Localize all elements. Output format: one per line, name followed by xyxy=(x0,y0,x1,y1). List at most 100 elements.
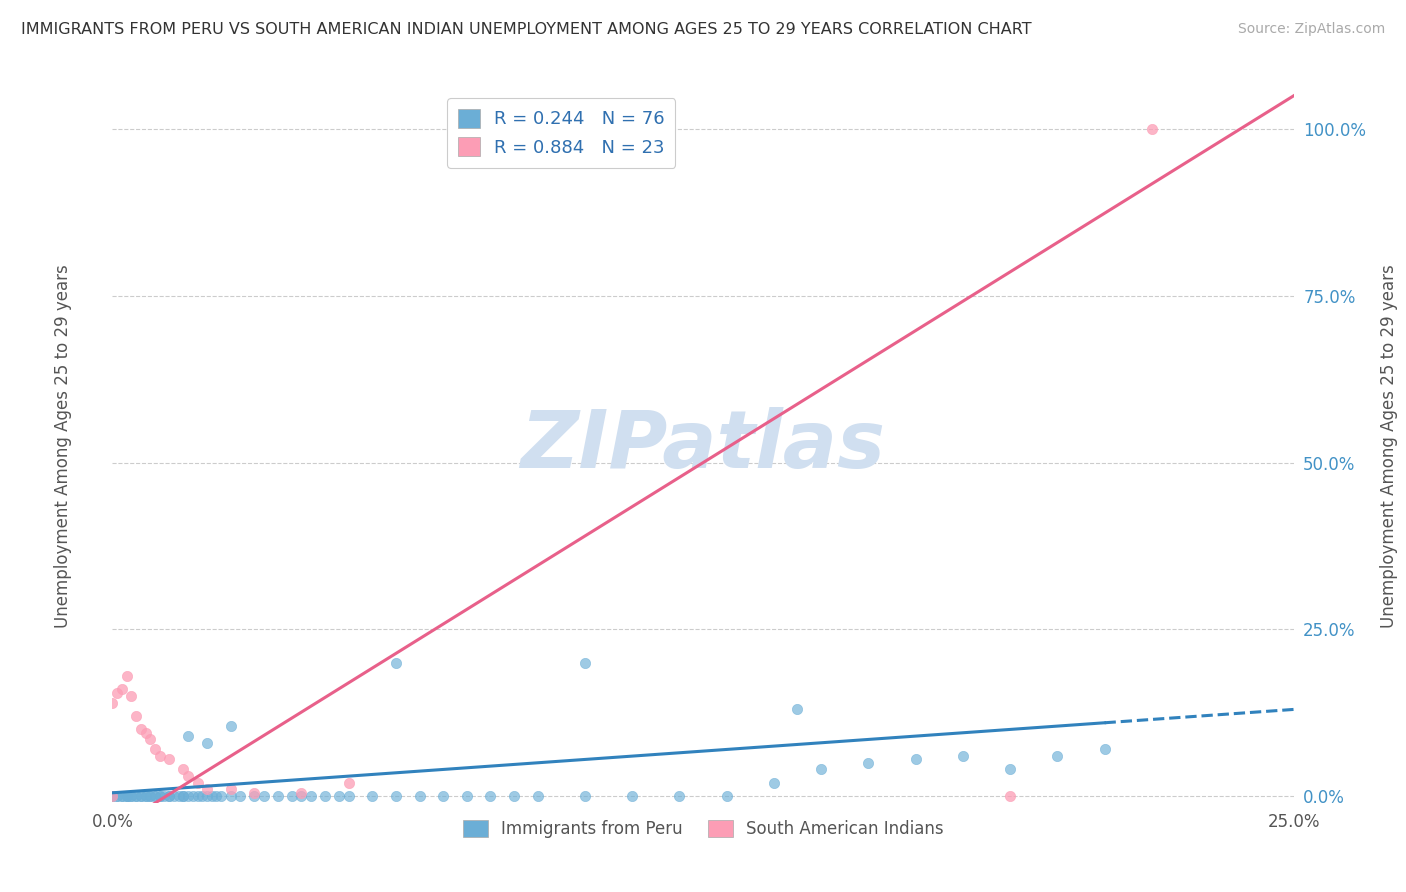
Point xyxy=(101,789,124,804)
Point xyxy=(139,732,162,747)
Point xyxy=(125,709,148,723)
Point xyxy=(281,789,304,804)
Point xyxy=(205,789,228,804)
Point xyxy=(172,789,194,804)
Point xyxy=(786,702,808,716)
Point xyxy=(574,789,596,804)
Point xyxy=(177,729,200,743)
Point xyxy=(503,789,526,804)
Point xyxy=(101,789,124,804)
Point xyxy=(149,789,172,804)
Point xyxy=(479,789,502,804)
Point xyxy=(135,789,157,804)
Point xyxy=(243,789,266,804)
Point xyxy=(337,776,360,790)
Point xyxy=(195,736,218,750)
Point xyxy=(120,689,142,703)
Point xyxy=(201,789,224,804)
Point xyxy=(101,789,124,804)
Point xyxy=(143,789,166,804)
Point xyxy=(115,669,138,683)
Point xyxy=(125,789,148,804)
Point xyxy=(337,789,360,804)
Point xyxy=(105,789,128,804)
Point xyxy=(1046,749,1069,764)
Point xyxy=(195,782,218,797)
Point xyxy=(195,789,218,804)
Point xyxy=(111,682,134,697)
Point xyxy=(952,749,974,764)
Point xyxy=(172,789,194,804)
Point xyxy=(101,696,124,710)
Point xyxy=(253,789,276,804)
Point xyxy=(716,789,738,804)
Point xyxy=(243,786,266,800)
Point xyxy=(129,789,152,804)
Point xyxy=(385,789,408,804)
Point xyxy=(111,789,134,804)
Point xyxy=(139,789,162,804)
Point xyxy=(139,789,162,804)
Point xyxy=(186,776,208,790)
Legend: Immigrants from Peru, South American Indians: Immigrants from Peru, South American Ind… xyxy=(456,813,950,845)
Y-axis label: Unemployment Among Ages 25 to 29 years: Unemployment Among Ages 25 to 29 years xyxy=(1381,264,1398,628)
Point xyxy=(115,789,138,804)
Text: Unemployment Among Ages 25 to 29 years: Unemployment Among Ages 25 to 29 years xyxy=(55,264,72,628)
Point xyxy=(219,789,242,804)
Point xyxy=(904,752,927,766)
Point xyxy=(143,789,166,804)
Point xyxy=(810,763,832,777)
Point xyxy=(149,749,172,764)
Point xyxy=(209,789,232,804)
Point xyxy=(858,756,880,770)
Point xyxy=(157,752,180,766)
Point xyxy=(167,789,190,804)
Point xyxy=(120,789,142,804)
Point xyxy=(219,719,242,733)
Point xyxy=(115,789,138,804)
Point xyxy=(135,789,157,804)
Point xyxy=(101,789,124,804)
Text: ZIPatlas: ZIPatlas xyxy=(520,407,886,485)
Point xyxy=(120,789,142,804)
Point xyxy=(186,789,208,804)
Point xyxy=(181,789,204,804)
Point xyxy=(1140,122,1163,136)
Point xyxy=(115,789,138,804)
Point xyxy=(135,725,157,739)
Point xyxy=(229,789,252,804)
Point xyxy=(267,789,290,804)
Point xyxy=(574,656,596,670)
Point xyxy=(157,789,180,804)
Point xyxy=(998,789,1021,804)
Point xyxy=(621,789,644,804)
Point xyxy=(408,789,430,804)
Point xyxy=(432,789,454,804)
Point xyxy=(111,789,134,804)
Point xyxy=(668,789,690,804)
Point xyxy=(153,789,176,804)
Point xyxy=(526,789,548,804)
Point xyxy=(219,782,242,797)
Point xyxy=(762,776,785,790)
Point xyxy=(157,789,180,804)
Point xyxy=(163,789,186,804)
Point xyxy=(172,763,194,777)
Point xyxy=(299,789,322,804)
Point xyxy=(149,789,172,804)
Point xyxy=(456,789,478,804)
Point xyxy=(361,789,384,804)
Point xyxy=(998,763,1021,777)
Point xyxy=(1094,742,1116,756)
Point xyxy=(129,789,152,804)
Point xyxy=(290,786,312,800)
Point xyxy=(385,656,408,670)
Point xyxy=(177,789,200,804)
Point xyxy=(129,723,152,737)
Point xyxy=(328,789,350,804)
Point xyxy=(177,769,200,783)
Point xyxy=(191,789,214,804)
Text: Source: ZipAtlas.com: Source: ZipAtlas.com xyxy=(1237,22,1385,37)
Point xyxy=(314,789,336,804)
Point xyxy=(105,789,128,804)
